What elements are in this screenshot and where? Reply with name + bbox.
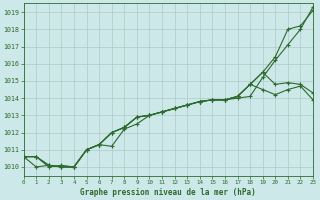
X-axis label: Graphe pression niveau de la mer (hPa): Graphe pression niveau de la mer (hPa) (80, 188, 256, 197)
